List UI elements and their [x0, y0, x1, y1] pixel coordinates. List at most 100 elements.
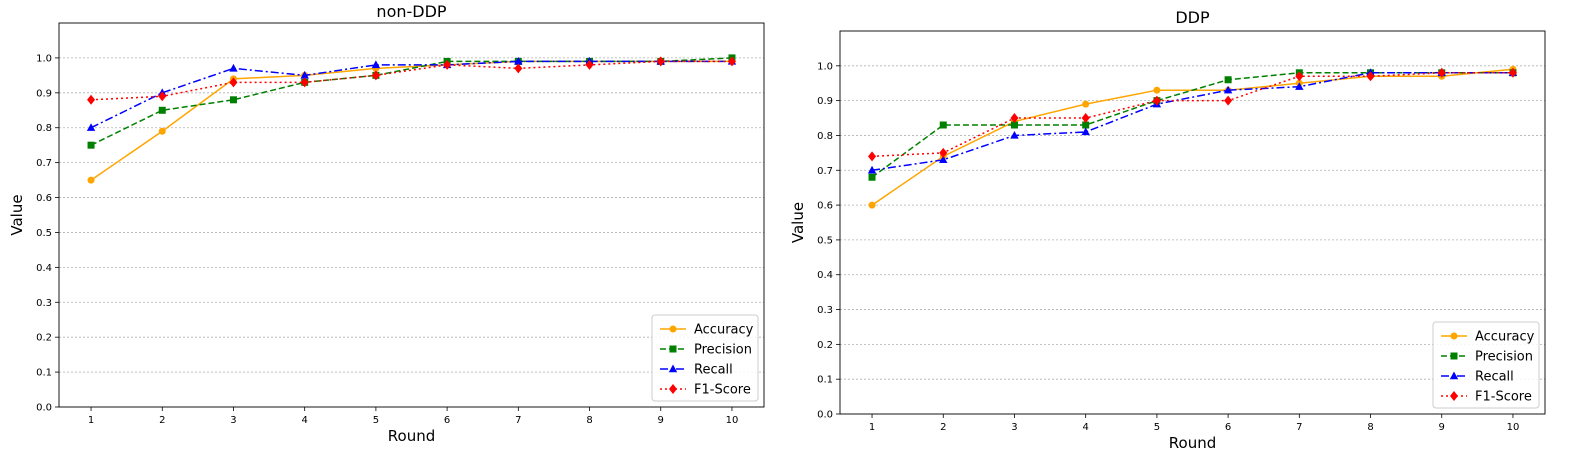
x-tick-label: 5: [373, 415, 379, 426]
data-point-f1-score: [939, 147, 948, 158]
x-tick-label: 3: [1011, 422, 1017, 433]
data-point-accuracy: [87, 176, 95, 184]
x-tick-label: 7: [1296, 422, 1302, 433]
y-tick-label: 0.4: [36, 263, 52, 274]
data-point-f1-score: [1366, 71, 1375, 82]
x-tick-label: 9: [1439, 422, 1445, 433]
series-precision: [868, 69, 1517, 181]
data-point-f1-score: [87, 94, 96, 105]
x-tick-label: 1: [88, 415, 94, 426]
x-tick-label: 8: [586, 415, 592, 426]
data-point-f1-score: [1224, 95, 1233, 106]
data-point-f1-score: [158, 91, 167, 102]
data-point-precision: [229, 96, 237, 104]
x-axis-label: Round: [388, 427, 435, 445]
legend-box: [1432, 321, 1540, 409]
data-point-f1-score: [1010, 113, 1019, 124]
x-tick-label: 2: [159, 415, 165, 426]
data-point-accuracy: [868, 201, 876, 209]
series-line-precision: [90, 57, 732, 146]
legend-label-precision: Precision: [694, 343, 752, 358]
axes-frame: [58, 22, 765, 408]
series-recall: [867, 68, 1518, 174]
legend-marker-precision: [1450, 352, 1458, 360]
series-line-precision: [871, 72, 1513, 178]
data-point-precision: [1224, 76, 1232, 84]
y-tick-label: 0.1: [817, 375, 833, 386]
y-tick-label: 0.5: [817, 235, 833, 246]
y-tick-label: 0.6: [817, 201, 833, 212]
y-axis-label: Value: [8, 194, 26, 235]
data-point-precision: [158, 106, 166, 114]
y-tick-label: 0.0: [817, 410, 833, 421]
x-tick-label: 2: [940, 422, 946, 433]
y-tick-label: 1.0: [817, 61, 833, 72]
y-tick-label: 0.1: [36, 368, 52, 379]
axes-frame: [839, 30, 1546, 415]
series-line-recall: [90, 60, 732, 129]
data-point-precision: [939, 121, 947, 129]
data-point-f1-score: [371, 70, 380, 81]
y-tick-label: 0.0: [36, 403, 52, 414]
legend-marker-f1-score: [1450, 391, 1458, 401]
y-tick-label: 0.4: [817, 270, 833, 281]
data-point-f1-score: [656, 56, 665, 67]
y-tick-label: 0.2: [817, 340, 833, 351]
legend-label-recall: Recall: [1475, 370, 1514, 385]
data-point-f1-score: [300, 77, 309, 88]
legend-label-accuracy: Accuracy: [694, 323, 754, 338]
data-point-f1-score: [1437, 67, 1446, 78]
data-point-recall: [86, 123, 96, 131]
data-point-recall: [1081, 127, 1090, 136]
data-point-f1-score: [868, 151, 877, 162]
data-point-accuracy: [1082, 100, 1090, 108]
x-tick-label: 1: [869, 422, 875, 433]
data-point-f1-score: [1152, 95, 1161, 106]
y-tick-label: 0.8: [817, 131, 833, 142]
y-tick-label: 0.7: [36, 158, 52, 169]
y-axis-label: Value: [789, 202, 807, 243]
legend: Accuracy Precision Recall F1-Score: [1432, 321, 1540, 409]
data-point-recall: [867, 165, 877, 174]
y-tick-label: 0.9: [36, 88, 52, 99]
data-point-f1-score: [1081, 113, 1090, 124]
x-tick-label: 10: [726, 415, 739, 426]
legend-label-f1-score: F1-Score: [694, 383, 751, 398]
x-axis-label: Round: [1169, 434, 1216, 452]
legend-label-recall: Recall: [694, 363, 733, 378]
legend-marker-recall: [668, 364, 678, 373]
chart-panel-ddp: 0.0 0.1 0.2 0.3 0.4 0.5 0.6 0.7 0.8 0.9 1.0 1 2 3 4 5 6 7…: [789, 8, 1546, 452]
data-point-precision: [1010, 121, 1018, 129]
data-point-recall: [939, 155, 948, 164]
data-point-f1-score: [443, 59, 452, 70]
chart-title: non-DDP: [376, 2, 446, 21]
data-point-accuracy: [158, 127, 166, 135]
legend-marker-recall: [1449, 371, 1459, 380]
x-tick-label: 5: [1154, 422, 1160, 433]
legend-marker-accuracy: [1450, 332, 1458, 340]
data-point-f1-score: [1508, 67, 1517, 78]
x-tick-label: 9: [658, 415, 664, 426]
series-recall: [86, 56, 737, 131]
legend: Accuracy Precision Recall F1-Score: [651, 314, 759, 402]
data-point-recall: [514, 56, 523, 65]
legend-box: [651, 314, 759, 402]
series-accuracy: [868, 65, 1517, 209]
x-tick-label: 7: [515, 415, 521, 426]
legend-label-accuracy: Accuracy: [1475, 330, 1535, 345]
data-point-f1-score: [585, 59, 594, 70]
data-point-f1-score: [229, 77, 238, 88]
y-tick-label: 0.3: [817, 305, 833, 316]
y-tick-label: 0.5: [36, 228, 52, 239]
data-point-recall: [1223, 85, 1233, 94]
legend-marker-precision: [669, 345, 677, 353]
data-point-recall: [300, 70, 309, 79]
legend-marker-accuracy: [669, 325, 677, 333]
data-point-f1-score: [727, 56, 736, 67]
series-f1-score: [868, 67, 1517, 162]
x-tick-label: 4: [301, 415, 307, 426]
series-precision: [87, 54, 736, 149]
data-point-f1-score: [514, 63, 523, 74]
data-point-recall: [1010, 130, 1019, 139]
